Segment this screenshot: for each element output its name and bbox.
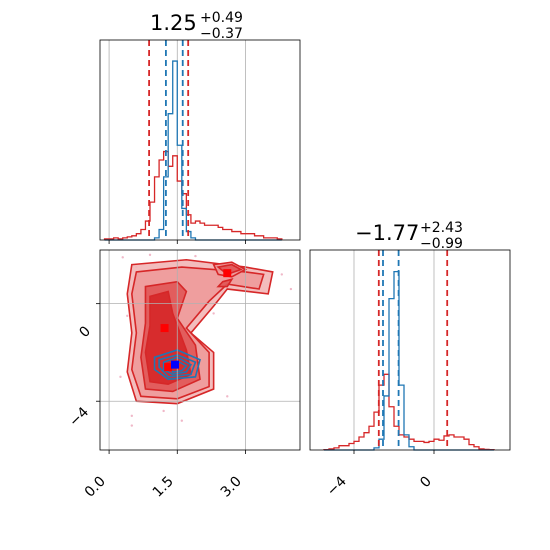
scatter-point [194,254,197,258]
histogram-panel-param1 [99,39,301,244]
scatter-point [130,424,134,427]
title-param1-lower-error: −0.37 [200,26,243,42]
scatter-point [148,253,152,257]
red-contour [216,277,234,288]
title-param2-upper-error: +2.43 [420,220,463,236]
marker-square [164,363,173,372]
scatter-point [121,256,124,259]
marker-square [160,324,169,333]
marker-square [223,269,232,278]
marker-square [171,360,179,369]
scatter-point [126,314,129,318]
panel-frame [309,249,511,451]
param2-x-tick-labels: −4 0 [324,473,435,499]
scatter-point [130,414,134,418]
scatter-point [226,395,229,398]
histogram-series-1 [324,270,494,451]
histogram-panel-param2 [309,249,511,454]
histogram-series-1 [104,60,282,241]
title-param1: 1.25 +0.49 −0.37 [150,10,243,42]
scatter-point [119,375,122,379]
red-contour [144,290,192,385]
y-tick-label: −4 [66,404,92,430]
title-param1-value: 1.25 [150,11,197,35]
scatter-point [180,419,184,422]
title-param2-value: −1.77 [355,221,419,245]
scatter-point [289,287,293,291]
x-tick-label: 0 [417,474,435,492]
scatter-point [212,312,215,315]
joint-y-tick-labels: 0 −4 [66,323,94,430]
title-param2-lower-error: −0.99 [420,236,463,252]
scatter-point [162,409,165,413]
y-tick-label: 0 [76,323,94,341]
scatter-point [280,273,284,276]
x-tick-label: 1.5 [150,474,177,501]
title-param1-upper-error: +0.49 [200,10,243,26]
x-tick-label: 0.0 [82,474,109,501]
joint-x-tick-labels: 0.0 1.5 3.0 [82,474,245,501]
x-tick-label: 3.0 [218,474,245,501]
panel-frame [99,249,301,451]
contour-panel-joint [96,249,301,454]
panel-frame [99,39,301,241]
title-param2: −1.77 +2.43 −0.99 [355,220,463,252]
x-tick-label: −4 [324,473,350,499]
histogram-series-0 [103,150,283,240]
